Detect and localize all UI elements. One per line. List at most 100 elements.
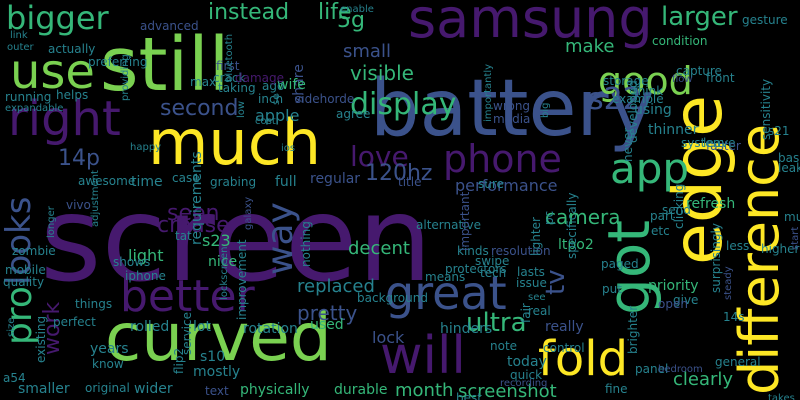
word-grabing: grabing bbox=[210, 175, 257, 189]
word-send: send bbox=[662, 203, 691, 217]
word-perfect: perfect bbox=[53, 315, 96, 329]
word-leave: leave bbox=[703, 136, 736, 150]
word-think: think bbox=[633, 84, 664, 98]
word-system: system bbox=[681, 136, 725, 150]
word-nice: nice bbox=[208, 254, 238, 270]
word-enable: enable bbox=[340, 4, 374, 15]
word-put: put bbox=[602, 282, 622, 296]
word-flip2: flip2 bbox=[172, 347, 186, 374]
word-bluetooth: bluetooth bbox=[224, 33, 235, 82]
word-apple: apple bbox=[255, 106, 300, 125]
word-condition: condition bbox=[652, 34, 708, 48]
word-higher: higher bbox=[761, 242, 800, 256]
word-resolution: resolution bbox=[491, 244, 551, 258]
word-nothing: nothing bbox=[299, 221, 313, 267]
word-bedroom: bedroom bbox=[658, 364, 703, 375]
word-phone: phone bbox=[443, 137, 562, 181]
word-general: general bbox=[715, 355, 761, 369]
word-fine: fine bbox=[605, 382, 628, 396]
word-crease: crease bbox=[157, 213, 230, 238]
word-leaks: leaks bbox=[778, 161, 800, 175]
word-120hz: 120hz bbox=[365, 161, 433, 186]
word-wider: wider bbox=[134, 381, 173, 397]
word-wrong: wrong bbox=[493, 99, 531, 113]
word-ios: ios bbox=[281, 143, 296, 154]
word-adjustment: adjustment bbox=[90, 170, 101, 227]
word-14s: 14s bbox=[723, 310, 745, 324]
word-refresh: refresh bbox=[686, 196, 736, 212]
word-takes: takes bbox=[768, 393, 795, 400]
word-panel: panel bbox=[635, 362, 669, 376]
word-years: years bbox=[90, 341, 129, 357]
word-still: still bbox=[100, 22, 230, 108]
word-samsung: samsung bbox=[408, 0, 653, 50]
word-brighter: brighter bbox=[626, 305, 640, 354]
word-requirements: requirements bbox=[189, 151, 205, 245]
word-using: using bbox=[634, 102, 672, 118]
word-lasts: lasts bbox=[517, 265, 545, 279]
word-running: running bbox=[5, 90, 52, 104]
word-things: things bbox=[75, 297, 113, 311]
word-know: know bbox=[92, 357, 124, 371]
word-lighter: lighter bbox=[529, 217, 543, 256]
word-etc: etc bbox=[651, 224, 670, 238]
word-great: great bbox=[385, 266, 507, 320]
word-thinner: thinner bbox=[648, 122, 699, 138]
word-steady: steady bbox=[723, 266, 734, 300]
word-regular: regular bbox=[310, 171, 361, 187]
word-pretty: pretty bbox=[297, 301, 358, 325]
word-tech: tech bbox=[480, 266, 507, 280]
word-agree: agree bbox=[336, 107, 371, 121]
word-month: month bbox=[395, 380, 454, 400]
word-sensitivity: sensitivity bbox=[759, 78, 773, 140]
word-vivo: vivo bbox=[66, 198, 91, 212]
word-fold: fold bbox=[538, 331, 629, 387]
word-will: will bbox=[380, 326, 466, 386]
word-developed: developed bbox=[626, 80, 640, 143]
word-rolled: rolled bbox=[130, 319, 170, 335]
word-rotation: rotation bbox=[243, 321, 298, 337]
word-really: really bbox=[545, 319, 584, 335]
word-wife: wife bbox=[277, 77, 306, 93]
word-lock: lock bbox=[372, 328, 405, 347]
word-flow: flow bbox=[672, 74, 693, 85]
word-much: much bbox=[148, 106, 322, 179]
word-example: example bbox=[612, 92, 664, 106]
word-give: give bbox=[673, 293, 699, 307]
word-existing: existing bbox=[34, 315, 48, 363]
word-sidehorde: sidehorde bbox=[295, 92, 355, 106]
word-mostly: mostly bbox=[193, 364, 241, 380]
word-tv: tv bbox=[541, 269, 571, 295]
word-way: way bbox=[260, 202, 301, 275]
word-background: background bbox=[357, 291, 428, 305]
word-instead: instead bbox=[208, 0, 290, 25]
word-paged: paged bbox=[601, 257, 639, 271]
word-used: used bbox=[310, 317, 344, 333]
word-physically: physically bbox=[240, 382, 310, 398]
word-visible: visible bbox=[350, 61, 414, 85]
word-camera: camera bbox=[545, 205, 621, 229]
word-real: real bbox=[528, 304, 551, 318]
word-gesture: gesture bbox=[742, 13, 788, 27]
word-part: part bbox=[650, 209, 675, 223]
word-durable: durable bbox=[334, 382, 388, 398]
word-s22: s22 bbox=[588, 82, 642, 117]
word-curved: curved bbox=[105, 299, 332, 376]
word-iphone: iphone bbox=[125, 269, 166, 283]
word-original: original bbox=[85, 381, 130, 395]
word-low: low bbox=[236, 100, 247, 118]
word-cost: cost bbox=[255, 116, 276, 127]
word-mobile: mobile bbox=[5, 263, 46, 277]
word-s21: s21 bbox=[768, 124, 790, 138]
word-se: se bbox=[271, 93, 282, 105]
word-clearly: clearly bbox=[673, 369, 734, 390]
word-display: display bbox=[350, 87, 457, 122]
word-a54: a54 bbox=[3, 371, 26, 385]
word-ultra: ultra bbox=[466, 308, 527, 338]
word-ltpo2: ltpo2 bbox=[558, 237, 594, 253]
word-providing: providing bbox=[120, 54, 131, 101]
word-larger: larger bbox=[661, 2, 738, 32]
word-s10: s10 bbox=[200, 349, 226, 365]
word-size: size bbox=[6, 317, 17, 337]
word-less: less bbox=[726, 239, 750, 253]
